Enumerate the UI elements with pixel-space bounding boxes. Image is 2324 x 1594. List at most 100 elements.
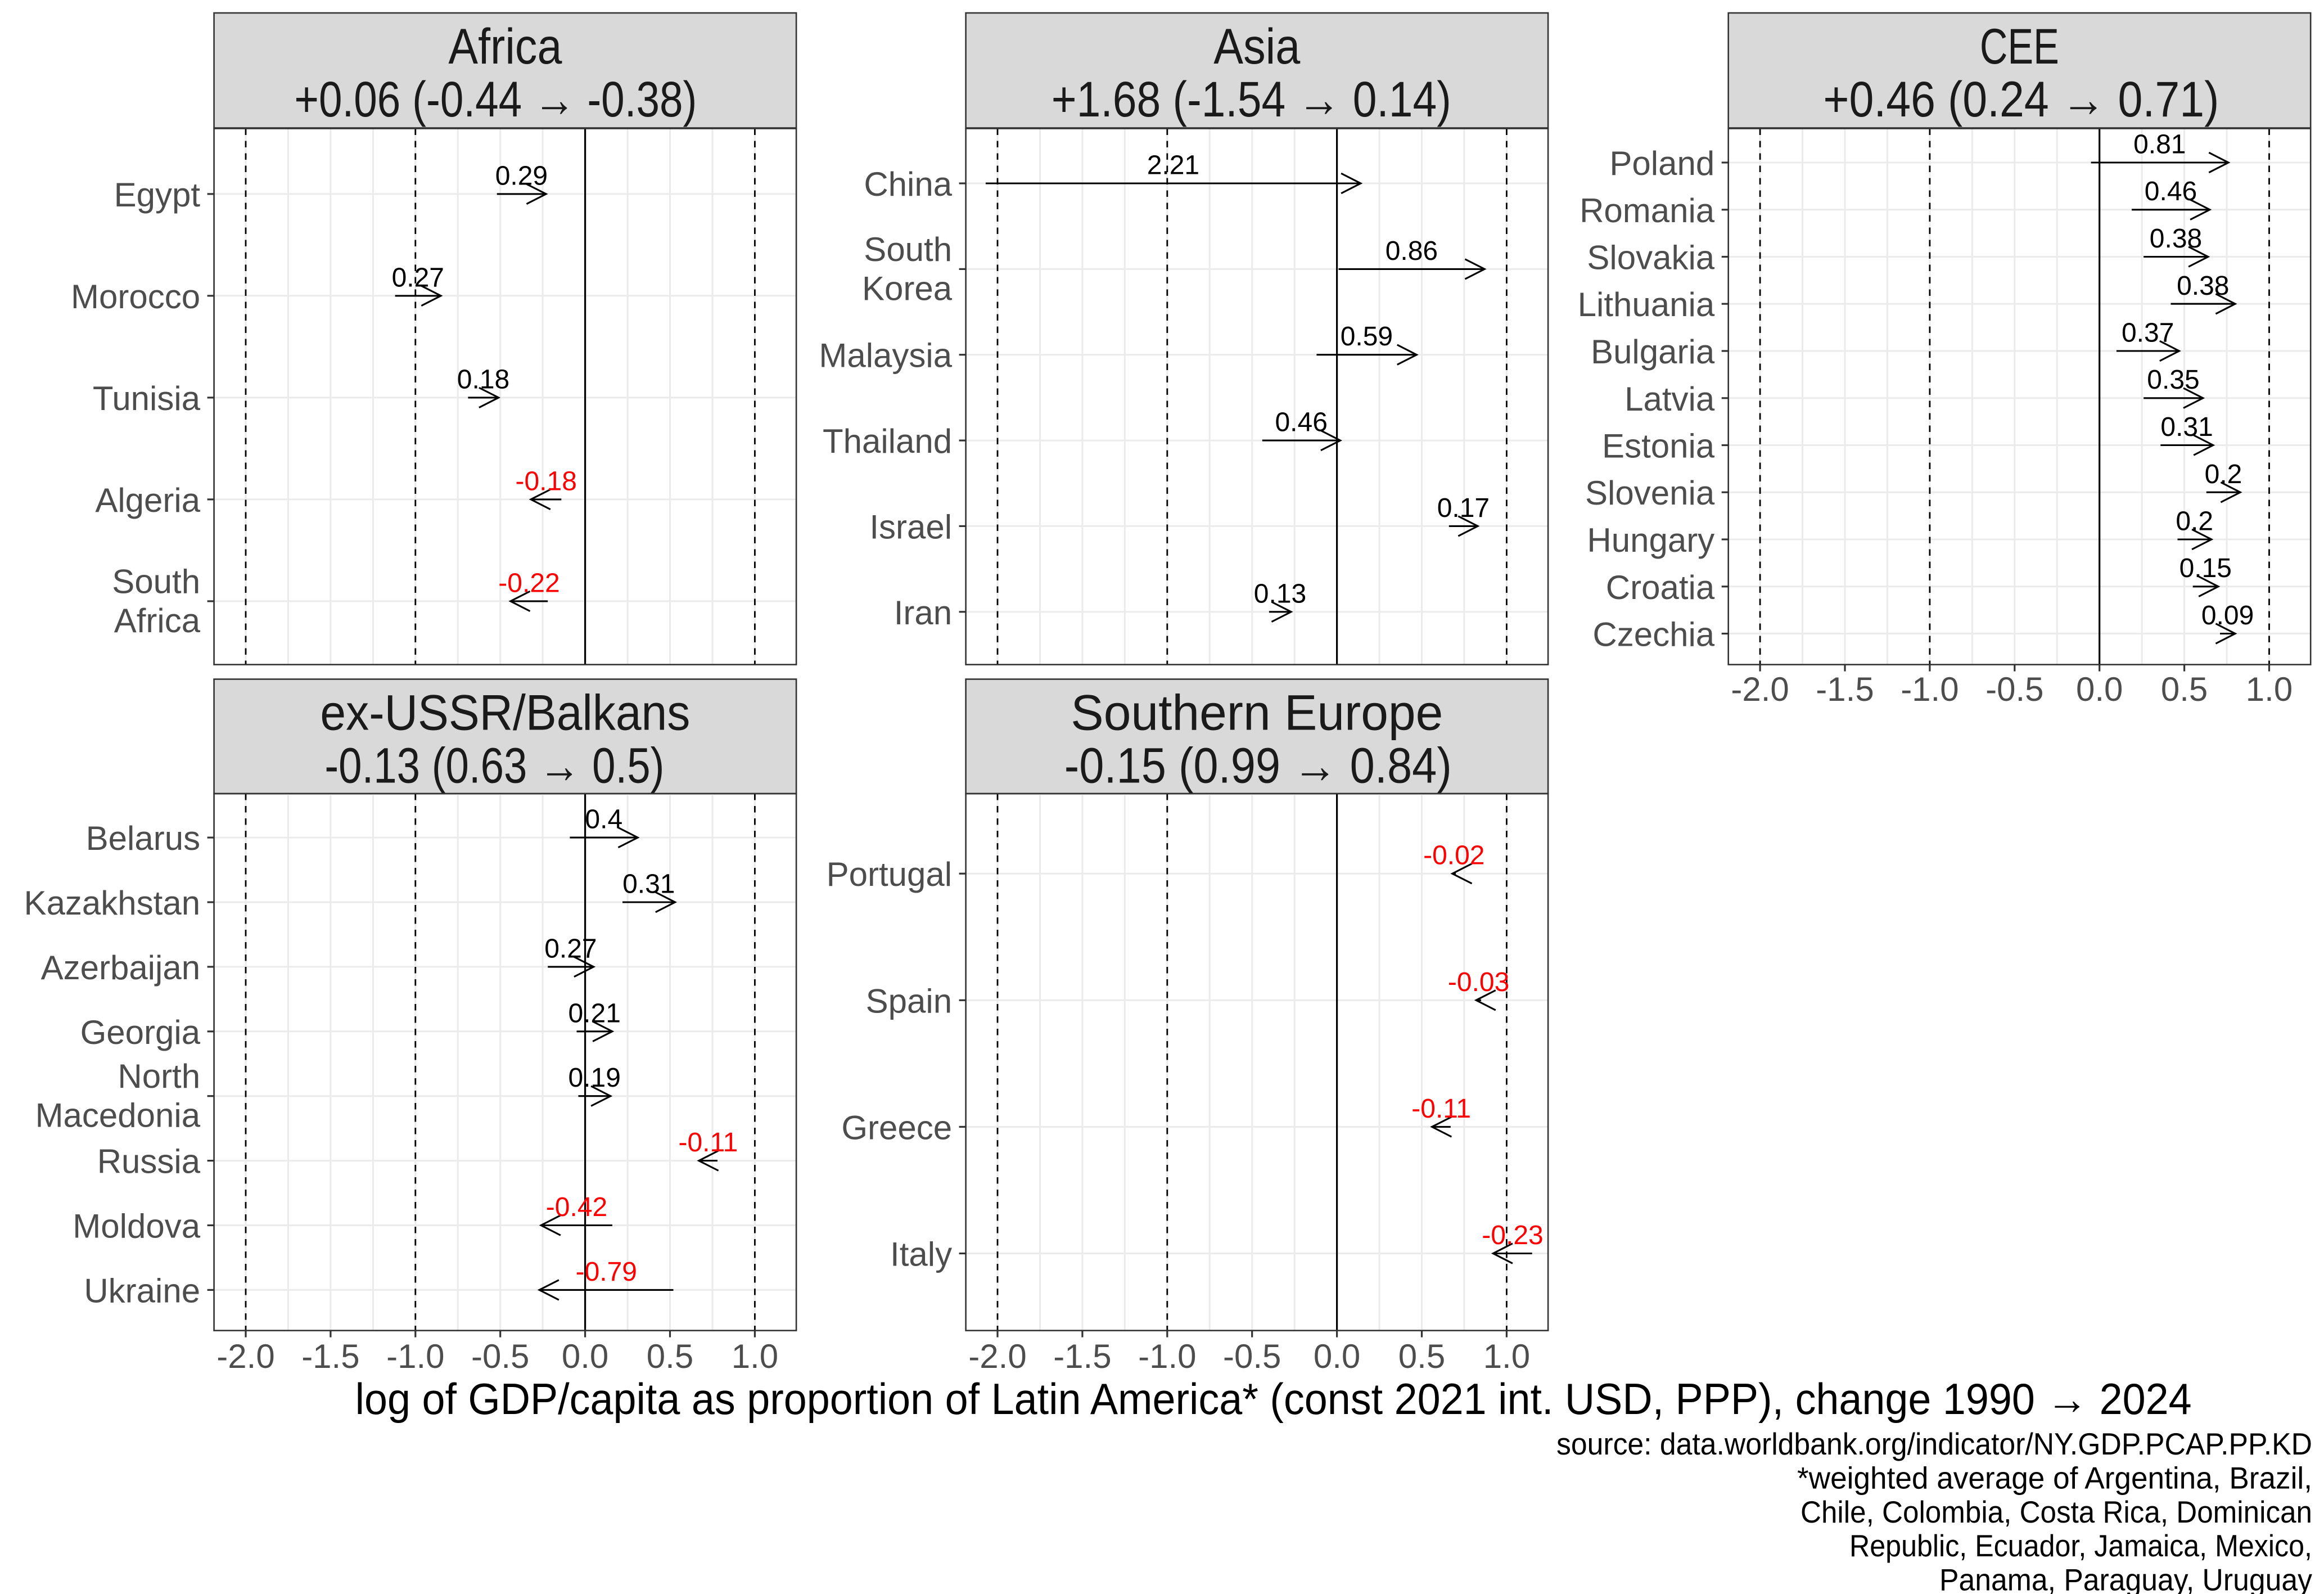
svg-text:-0.11: -0.11 [678,1128,738,1158]
svg-text:Israel: Israel [869,508,952,546]
svg-text:Tunisia: Tunisia [93,380,201,417]
svg-text:0.31: 0.31 [2160,412,2213,442]
svg-text:Macedonia: Macedonia [35,1097,201,1134]
svg-text:Romania: Romania [1580,192,1715,229]
svg-text:Belarus: Belarus [86,819,200,857]
svg-text:Africa: Africa [114,602,201,640]
svg-text:1.0: 1.0 [732,1338,778,1375]
svg-text:Chile, Colombia, Costa Rica, D: Chile, Colombia, Costa Rica, Dominican [1800,1494,2312,1529]
svg-text:0.17: 0.17 [1437,493,1490,523]
svg-text:Estonia: Estonia [1602,427,1715,465]
svg-text:Georgia: Georgia [80,1014,201,1051]
svg-text:CEE: CEE [1980,18,2059,74]
svg-text:0.59: 0.59 [1341,322,1393,352]
svg-text:Korea: Korea [862,269,953,307]
svg-text:0.4: 0.4 [585,805,622,835]
svg-text:-2.0: -2.0 [216,1338,274,1375]
svg-text:-1.0: -1.0 [1138,1338,1196,1375]
svg-text:0.21: 0.21 [568,998,620,1028]
svg-text:+0.06 (-0.44 → -0.38): +0.06 (-0.44 → -0.38) [294,71,697,127]
svg-text:0.5: 0.5 [647,1338,693,1375]
svg-text:Russia: Russia [97,1143,201,1181]
svg-text:Slovakia: Slovakia [1587,239,1714,277]
svg-text:South: South [112,562,200,600]
svg-text:-0.22: -0.22 [498,568,559,598]
svg-text:Republic, Ecuador, Jamaica, Me: Republic, Ecuador, Jamaica, Mexico, [1849,1528,2312,1563]
svg-text:2.21: 2.21 [1147,151,1199,181]
svg-text:Moldova: Moldova [73,1208,200,1245]
svg-text:-0.03: -0.03 [1448,967,1509,997]
svg-text:Lithuania: Lithuania [1578,286,1715,323]
svg-text:0.81: 0.81 [2133,130,2186,160]
svg-text:0.5: 0.5 [1398,1338,1445,1375]
svg-text:0.18: 0.18 [457,364,509,394]
svg-text:-0.18: -0.18 [515,466,576,496]
svg-text:Asia: Asia [1213,18,1300,74]
svg-text:log of GDP/capita as proportio: log of GDP/capita as proportion of Latin… [355,1374,2192,1424]
svg-text:-1.0: -1.0 [386,1338,444,1375]
svg-text:0.31: 0.31 [622,870,675,899]
svg-text:0.27: 0.27 [392,263,444,292]
svg-text:0.38: 0.38 [2177,271,2229,301]
svg-text:-2.0: -2.0 [1731,670,1789,708]
svg-text:Malaysia: Malaysia [819,337,952,375]
svg-text:-0.02: -0.02 [1423,841,1484,871]
svg-text:0.13: 0.13 [1254,579,1306,609]
svg-text:0.29: 0.29 [495,161,548,191]
svg-text:0.15: 0.15 [2179,553,2232,583]
svg-text:1.0: 1.0 [1483,1338,1530,1375]
svg-text:Spain: Spain [866,982,952,1020]
svg-text:Slovenia: Slovenia [1585,474,1715,512]
svg-text:China: China [864,165,952,203]
svg-text:ex-USSR/Balkans: ex-USSR/Balkans [320,684,690,740]
svg-text:Morocco: Morocco [71,278,200,316]
svg-text:0.2: 0.2 [2176,507,2213,537]
svg-text:0.0: 0.0 [562,1338,608,1375]
svg-text:Bulgaria: Bulgaria [1591,333,1715,371]
svg-text:0.09: 0.09 [2201,601,2254,631]
svg-text:-2.0: -2.0 [968,1338,1026,1375]
svg-text:-0.42: -0.42 [546,1192,607,1222]
svg-text:0.0: 0.0 [2076,670,2123,708]
svg-text:Ukraine: Ukraine [84,1272,200,1309]
svg-text:0.46: 0.46 [1275,408,1327,438]
svg-text:Southern Europe: Southern Europe [1071,684,1443,740]
svg-text:-0.13 (0.63 → 0.5): -0.13 (0.63 → 0.5) [324,737,664,794]
svg-text:-0.15 (0.99 → 0.84): -0.15 (0.99 → 0.84) [1064,737,1452,794]
svg-text:Africa: Africa [448,18,562,74]
svg-text:-0.79: -0.79 [576,1257,637,1287]
svg-text:Poland: Poland [1609,145,1714,182]
svg-text:0.37: 0.37 [2122,318,2174,348]
svg-text:1.0: 1.0 [2246,670,2293,708]
svg-text:-0.5: -0.5 [471,1338,529,1375]
svg-text:Portugal: Portugal [827,855,952,893]
svg-text:-0.11: -0.11 [1411,1094,1471,1124]
svg-text:North: North [118,1057,200,1095]
svg-text:source: data.worldbank.org/ind: source: data.worldbank.org/indicator/NY.… [1556,1426,2312,1461]
svg-text:Egypt: Egypt [114,176,201,214]
svg-text:Algeria: Algeria [95,481,200,519]
svg-text:0.19: 0.19 [568,1063,620,1093]
svg-text:-1.5: -1.5 [1816,670,1874,708]
svg-text:Hungary: Hungary [1587,521,1714,559]
svg-text:-1.5: -1.5 [301,1338,359,1375]
svg-text:Iran: Iran [894,594,952,632]
svg-text:0.2: 0.2 [2205,460,2242,489]
svg-text:-1.0: -1.0 [1901,670,1959,708]
svg-text:Azerbaijan: Azerbaijan [41,949,201,987]
svg-text:-0.5: -0.5 [1985,670,2043,708]
svg-text:Italy: Italy [890,1236,952,1273]
svg-text:0.38: 0.38 [2150,224,2202,254]
svg-text:0.27: 0.27 [544,934,597,963]
svg-text:Panama, Paraguay, Uruguay: Panama, Paraguay, Uruguay [1939,1563,2312,1594]
svg-text:0.86: 0.86 [1386,236,1438,266]
svg-text:0.46: 0.46 [2145,177,2197,206]
svg-text:South: South [864,231,952,268]
svg-text:+1.68 (-1.54 → 0.14): +1.68 (-1.54 → 0.14) [1052,71,1451,127]
svg-text:Greece: Greece [841,1109,952,1146]
svg-text:Kazakhstan: Kazakhstan [24,884,201,922]
svg-text:+0.46 (0.24 → 0.71): +0.46 (0.24 → 0.71) [1823,71,2219,127]
svg-text:Czechia: Czechia [1592,616,1714,654]
svg-text:-0.5: -0.5 [1223,1338,1281,1375]
svg-text:0.5: 0.5 [2161,670,2208,708]
